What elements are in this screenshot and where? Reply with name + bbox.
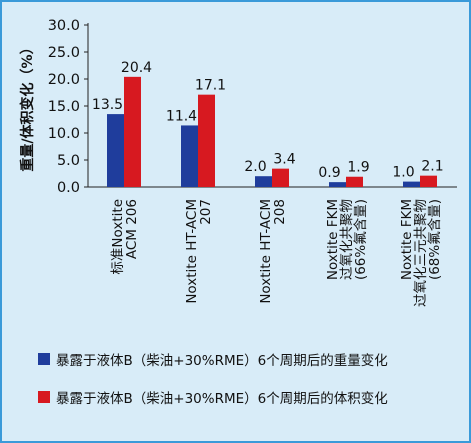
legend-label-volume: 暴露于液体B（柴油+30%RME）6个周期后的体积变化 xyxy=(56,391,388,407)
data-label-weight: 2.0 xyxy=(244,159,266,175)
category-label: (66%氟含量) xyxy=(353,199,369,280)
bar-weight xyxy=(107,114,124,187)
bar-weight xyxy=(181,125,198,187)
category-label: (68%氟含量) xyxy=(427,199,443,280)
legend-swatch-weight xyxy=(38,353,50,365)
data-label-weight: 1.0 xyxy=(392,165,414,181)
category-label: 208 xyxy=(272,199,288,225)
y-axis-title: 重量/体积变化（%） xyxy=(19,40,36,171)
category-label: 207 xyxy=(198,199,214,225)
data-label-volume: 20.4 xyxy=(121,60,152,76)
y-tick-label: 5.0 xyxy=(57,153,80,169)
y-tick-label: 10.0 xyxy=(48,126,80,142)
bar-volume xyxy=(346,176,363,187)
bar-weight xyxy=(403,181,420,187)
category-label: Noxtite HT-ACM xyxy=(184,199,200,304)
y-tick-label: 30.0 xyxy=(48,18,80,34)
bar-volume xyxy=(272,168,289,187)
data-label-weight: 0.9 xyxy=(318,165,340,181)
category-label: 标准Noxtite xyxy=(110,199,126,275)
legend-item-volume: 暴露于液体B（柴油+30%RME）6个周期后的体积变化 xyxy=(38,388,388,407)
category-label: Noxtite HT-ACM xyxy=(258,199,274,304)
legend-label-weight: 暴露于液体B（柴油+30%RME）6个周期后的重量变化 xyxy=(56,353,388,369)
data-label-weight: 11.4 xyxy=(166,108,197,124)
y-tick-label: 20.0 xyxy=(48,72,80,88)
bar-weight xyxy=(329,182,346,187)
bar-weight xyxy=(255,176,272,187)
data-label-volume: 2.1 xyxy=(421,159,443,175)
legend-swatch-volume xyxy=(38,391,50,403)
data-label-volume: 1.9 xyxy=(347,160,369,176)
y-tick-label: 0.0 xyxy=(57,180,80,196)
bar-volume xyxy=(124,76,141,187)
category-label: ACM 206 xyxy=(124,199,140,259)
data-label-volume: 17.1 xyxy=(195,78,226,94)
y-tick-label: 25.0 xyxy=(48,45,80,61)
legend-item-weight: 暴露于液体B（柴油+30%RME）6个周期后的重量变化 xyxy=(38,350,388,369)
data-label-volume: 3.4 xyxy=(273,152,295,168)
category-label: Noxtite FKM xyxy=(325,199,341,280)
bar-volume xyxy=(198,94,215,187)
bar-volume xyxy=(420,175,437,187)
y-tick-label: 15.0 xyxy=(48,99,80,115)
category-label: Noxtite FKM xyxy=(399,199,415,280)
data-label-weight: 13.5 xyxy=(92,97,123,113)
category-label: 过氧化三元共聚物 xyxy=(413,199,429,307)
category-label: 过氧化共聚物 xyxy=(339,199,355,280)
